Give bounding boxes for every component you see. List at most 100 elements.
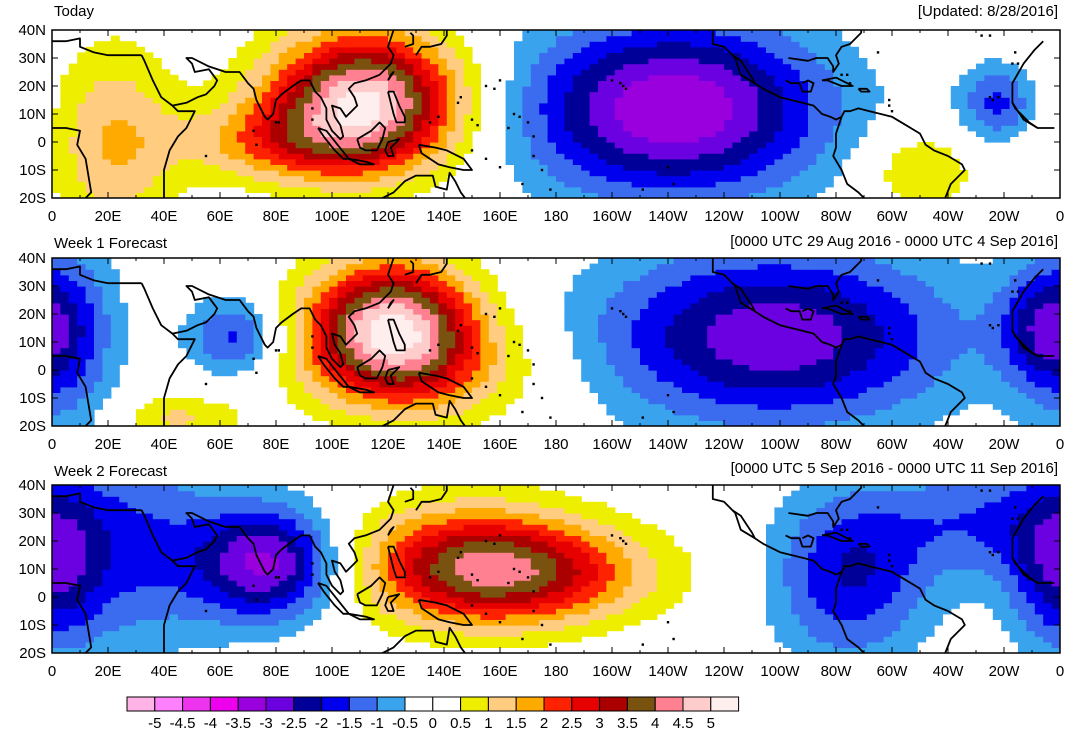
lon-tick-label: 100W — [760, 663, 800, 680]
colorbar-label: -2.5 — [281, 715, 307, 732]
colorbar-swatch — [321, 696, 350, 712]
panel-title: Week 1 Forecast — [54, 235, 168, 252]
islands — [204, 262, 1020, 419]
colorbar-label: -3.5 — [225, 715, 251, 732]
lon-tick-label: 120W — [704, 436, 744, 453]
anomaly-field — [52, 30, 1060, 198]
colorbar-swatch — [432, 696, 462, 712]
lon-tick-label: 20E — [95, 436, 122, 453]
lon-tick-label: 60W — [877, 436, 909, 453]
lon-tick-label: 0 — [1056, 436, 1064, 453]
lat-tick-label: 30N — [18, 278, 46, 295]
lon-tick-label: 40W — [933, 436, 965, 453]
lon-tick-label: 140W — [648, 663, 688, 680]
colorbar-label: -1.5 — [336, 715, 362, 732]
lon-tick-label: 60E — [207, 436, 234, 453]
lon-tick-label: 40W — [933, 663, 965, 680]
colorbar-labels: -5 -4.5 -4 -3.5 -3 -2.5 -2 -1.5 -1 -0.5 0 0.5 1 1.5 2 2… — [148, 715, 715, 732]
lon-tick-label: 140E — [426, 663, 461, 680]
lon-tick-label: 100E — [314, 436, 349, 453]
lon-tick-label: 160E — [482, 208, 517, 225]
panel-date-range: [Updated: 8/28/2016] — [918, 3, 1058, 20]
lat-tick-label: 20S — [19, 418, 46, 435]
panel-title: Week 2 Forecast — [54, 463, 168, 480]
lon-tick-label: 0 — [48, 436, 56, 453]
lat-tick-label: 10S — [19, 617, 46, 634]
lon-tick-label: 80E — [263, 208, 290, 225]
lon-tick-label: 40E — [151, 208, 178, 225]
lon-tick-label: 60E — [207, 663, 234, 680]
lat-tick-label: 0 — [38, 362, 46, 379]
lat-tick-label: 40N — [18, 477, 46, 494]
lon-tick-label: 40E — [151, 436, 178, 453]
colorbar-swatch — [487, 696, 517, 712]
lon-tick-label: 140W — [648, 208, 688, 225]
panel-week2: Week 2 Forecast [0000 UTC 5 Sep 2016 - 0… — [18, 460, 1064, 680]
lat-axis-labels: 40N 30N 20N 10N 0 10S 20S — [18, 22, 46, 207]
colorbar-label: 3 — [595, 715, 603, 732]
lat-tick-label: 10N — [18, 561, 46, 578]
colorbar-label: 4 — [651, 715, 659, 732]
colorbar-swatch — [710, 696, 740, 712]
lat-tick-label: 40N — [18, 22, 46, 39]
colorbar-label: 5 — [707, 715, 715, 732]
lon-tick-label: 180 — [543, 208, 568, 225]
colorbar-label: 1.5 — [506, 715, 527, 732]
lon-tick-label: 20E — [95, 663, 122, 680]
lat-tick-label: 20N — [18, 306, 46, 323]
lon-tick-label: 160W — [592, 663, 632, 680]
lon-tick-label: 20E — [95, 208, 122, 225]
panel-date-range: [0000 UTC 29 Aug 2016 - 0000 UTC 4 Sep 2… — [730, 233, 1058, 250]
colorbar-swatch — [209, 696, 239, 712]
lon-tick-label: 80E — [263, 663, 290, 680]
colorbar-swatch — [154, 696, 184, 712]
islands — [204, 34, 1020, 191]
ticks — [51, 257, 1061, 427]
lon-tick-label: 80W — [821, 436, 853, 453]
lon-tick-label: 160W — [592, 208, 632, 225]
lon-axis-labels: 0 20E 40E 60E 80E 100E 120E 140E 160E 180 160W 140W… — [48, 208, 1064, 225]
colorbar-swatch — [515, 696, 545, 712]
anomaly-field — [52, 485, 1060, 653]
lon-tick-label: 120W — [704, 663, 744, 680]
colorbar-swatch — [237, 696, 267, 712]
colorbar-swatch — [376, 696, 406, 712]
colorbar-swatch — [126, 696, 156, 712]
colorbar-swatch — [599, 696, 628, 712]
map-area — [51, 29, 1061, 199]
colorbar-label: 4.5 — [673, 715, 694, 732]
colorbar-swatch — [460, 696, 489, 712]
lon-tick-label: 20W — [989, 436, 1021, 453]
colorbar-label: 0 — [429, 715, 437, 732]
lat-tick-label: 20N — [18, 533, 46, 550]
colorbar-label: 0.5 — [450, 715, 471, 732]
colorbar-label: -1 — [371, 715, 384, 732]
lon-tick-label: 40E — [151, 663, 178, 680]
panel-today: Today [Updated: 8/28/2016] 40N 30N 20N 10N 0… — [18, 3, 1064, 225]
colorbar-swatch — [543, 696, 573, 712]
lon-tick-label: 140W — [648, 436, 688, 453]
colorbar-swatch — [571, 696, 601, 712]
lat-tick-label: 0 — [38, 589, 46, 606]
lon-tick-label: 120W — [704, 208, 744, 225]
lat-axis-labels: 40N 30N 20N 10N 0 10S 20S — [18, 250, 46, 435]
lon-tick-label: 0 — [48, 663, 56, 680]
colorbar-swatch — [293, 696, 323, 712]
lon-tick-label: 60E — [207, 208, 234, 225]
panel-date-range: [0000 UTC 5 Sep 2016 - 0000 UTC 11 Sep 2… — [731, 460, 1058, 477]
lon-tick-label: 20W — [989, 208, 1021, 225]
lon-tick-label: 160E — [482, 436, 517, 453]
lon-tick-label: 100E — [314, 208, 349, 225]
lon-tick-label: 180 — [543, 436, 568, 453]
lat-tick-label: 10N — [18, 334, 46, 351]
lon-tick-label: 100E — [314, 663, 349, 680]
lat-tick-label: 10S — [19, 390, 46, 407]
lon-tick-label: 60W — [877, 208, 909, 225]
lon-tick-label: 180 — [543, 663, 568, 680]
colorbar-label: -5 — [148, 715, 161, 732]
colorbar-label: -0.5 — [392, 715, 418, 732]
colorbar-swatch — [654, 696, 684, 712]
colorbar-swatch — [182, 696, 211, 712]
lat-tick-label: 0 — [38, 134, 46, 151]
